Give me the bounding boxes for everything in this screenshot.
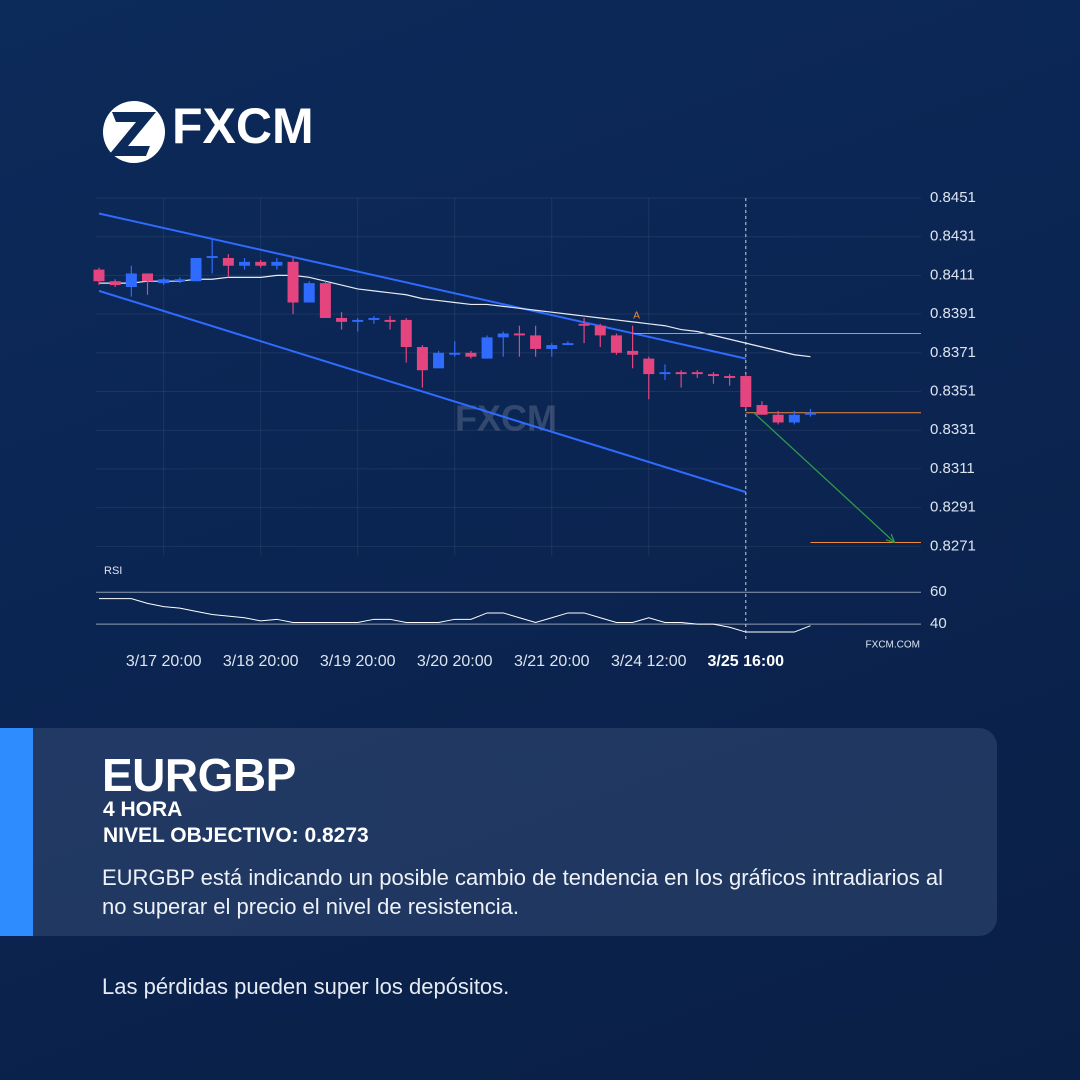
candle-body: [724, 376, 736, 378]
candle-body: [190, 257, 202, 282]
candle-body: [400, 319, 412, 348]
y-tick-label: 0.8331: [930, 421, 976, 438]
candle-body: [659, 372, 671, 375]
target: NIVEL OBJECTIVO: 0.8273: [103, 824, 369, 847]
candle-body: [449, 352, 461, 355]
candle-body: [594, 325, 606, 336]
candle-body: [125, 273, 137, 288]
candle-body: [93, 269, 105, 282]
candle-body: [788, 414, 800, 423]
candle-body: [206, 256, 218, 258]
candle-body: [303, 283, 315, 303]
candle-body: [513, 333, 525, 336]
y-tick-label: 0.8391: [930, 305, 976, 322]
x-tick-label: 3/17 20:00: [126, 653, 202, 670]
symbol: EURGBP: [102, 749, 296, 801]
logo: FXCM: [103, 98, 314, 163]
candle-body: [804, 412, 816, 415]
candle-body: [255, 261, 267, 266]
y-tick-label: 0.8411: [930, 266, 975, 283]
y-tick-label: 0.8271: [930, 537, 976, 554]
arrow-head: [885, 533, 896, 544]
annotation: A: [633, 310, 640, 321]
logo-mark: [108, 112, 156, 156]
x-tick-label: 3/24 12:00: [611, 653, 687, 670]
channel-line: [98, 212, 747, 360]
source: FXCM.COM: [866, 640, 920, 651]
candle-body: [368, 317, 380, 320]
candle-body: [384, 319, 396, 322]
info-panel: EURGBP 4 HORA NIVEL OBJECTIVO: 0.8273 EU…: [0, 728, 997, 936]
y-tick-label: 0.8371: [930, 344, 976, 361]
chart: FXCM FXCM 0.84510.84310.84110.83910.8371…: [93, 98, 976, 671]
candle-body: [740, 376, 752, 407]
channel-line: [98, 289, 747, 494]
y-tick-label: 0.8351: [930, 382, 976, 399]
candle-body: [562, 343, 574, 346]
x-tick-label: 3/25 16:00: [708, 653, 785, 670]
candle-body: [756, 405, 768, 415]
candle-body: [546, 345, 558, 349]
rsi-tick-label: 60: [930, 583, 947, 600]
candle-body: [497, 333, 509, 338]
candle-body: [578, 323, 590, 326]
candle-body: [465, 352, 477, 357]
y-tick-label: 0.8291: [930, 499, 976, 516]
x-tick-label: 3/18 20:00: [223, 653, 299, 670]
candle-body: [352, 319, 364, 322]
rsi-label: RSI: [104, 565, 122, 577]
candle-body: [772, 414, 784, 423]
candle-body: [222, 257, 234, 266]
candle-body: [336, 317, 348, 322]
candle-body: [643, 358, 655, 375]
candle-body: [239, 261, 251, 266]
candle-body: [319, 283, 331, 318]
candle-body: [481, 337, 493, 359]
description: EURGBP está indicando un posible cambio …: [102, 865, 943, 919]
disclaimer: Las pérdidas pueden super los depósitos.: [102, 974, 510, 999]
y-tick-label: 0.8311: [930, 460, 975, 477]
candle-body: [271, 261, 283, 266]
target-arrow: [753, 412, 896, 543]
logo-text: FXCM: [172, 98, 314, 154]
accent-strip: [0, 728, 33, 936]
x-tick-label: 3/19 20:00: [320, 653, 396, 670]
candle-body: [610, 335, 622, 353]
x-tick-label: 3/20 20:00: [417, 653, 493, 670]
rsi-tick-label: 40: [930, 615, 947, 632]
y-tick-label: 0.8431: [930, 228, 976, 245]
candle-body: [627, 350, 639, 355]
candle-body: [530, 335, 542, 349]
candle-body: [287, 261, 299, 303]
candle-body: [416, 347, 428, 371]
candle-body: [109, 281, 121, 286]
candle-body: [142, 273, 154, 282]
candle-body: [433, 352, 445, 369]
rsi-line: [99, 598, 811, 633]
timeframe: 4 HORA: [103, 798, 183, 821]
candle-body: [158, 279, 170, 284]
candle-body: [174, 279, 186, 282]
y-tick-label: 0.8451: [930, 189, 976, 206]
moving-average: [99, 274, 811, 358]
x-tick-label: 3/21 20:00: [514, 653, 590, 670]
candle-body: [707, 374, 719, 377]
candle-body: [675, 372, 687, 375]
candle-body: [691, 372, 703, 375]
